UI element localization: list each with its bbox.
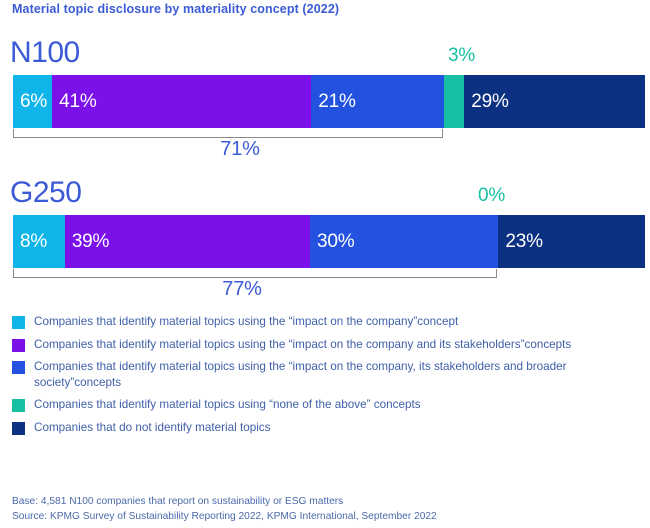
bar-segment-none-of-above[interactable]: 3% bbox=[444, 75, 465, 128]
legend-swatch-icon bbox=[12, 338, 25, 352]
legend-label: Companies that identify material topics … bbox=[34, 315, 459, 328]
stacked-bar-n100: 6% 41% 21% 3% 29% bbox=[13, 75, 645, 128]
bar-segment-label: 41% bbox=[59, 91, 97, 112]
legend-item[interactable]: Companies that identify material topics … bbox=[12, 314, 632, 330]
bar-segment-company-and-stakeholders[interactable]: 39% bbox=[64, 215, 311, 268]
footer: Base: 4,581 N100 companies that report o… bbox=[12, 494, 437, 524]
legend-item[interactable]: Companies that identify material topics … bbox=[12, 359, 632, 390]
bar-segment-company-and-stakeholders[interactable]: 41% bbox=[52, 75, 312, 128]
legend: Companies that identify material topics … bbox=[12, 314, 632, 442]
bracket-g250 bbox=[13, 269, 497, 278]
bracket-value-g250: 77% bbox=[222, 278, 262, 300]
callout-label: 0% bbox=[478, 185, 506, 206]
bracket-value-n100: 71% bbox=[220, 138, 260, 160]
footer-base-line: Base: 4,581 N100 companies that report o… bbox=[12, 496, 344, 507]
legend-swatch-icon bbox=[12, 361, 25, 374]
bar-segment-label: 21% bbox=[318, 91, 356, 112]
group-label-n100: N100 bbox=[10, 36, 80, 69]
stacked-bar-g250: 8% 39% 30% 0% 23% bbox=[13, 215, 645, 268]
bar-segment-company-stakeholders-society[interactable]: 21% bbox=[311, 75, 444, 128]
bar-segment-label: 23% bbox=[505, 231, 543, 252]
legend-swatch-icon bbox=[12, 316, 25, 329]
bar-segment-label: 39% bbox=[71, 231, 110, 252]
callout-label: 3% bbox=[448, 45, 476, 66]
legend-swatch-icon bbox=[12, 399, 25, 412]
bar-segment-company-stakeholders-society[interactable]: 30% bbox=[310, 215, 499, 268]
legend-label: Companies that identify material topics … bbox=[34, 398, 421, 411]
bar-segment-label: 8% bbox=[20, 231, 48, 252]
bracket-n100 bbox=[13, 129, 443, 138]
legend-label: Companies that identify material topics … bbox=[34, 360, 567, 389]
bar-segment-impact-on-company[interactable]: 8% bbox=[13, 215, 65, 268]
page-title: Material topic disclosure by materiality… bbox=[12, 2, 340, 16]
bar-segment-no-material-topics[interactable]: 23% bbox=[498, 215, 645, 268]
bar-segment-impact-on-company[interactable]: 6% bbox=[13, 75, 53, 128]
legend-item[interactable]: Companies that do not identify material … bbox=[12, 420, 632, 436]
legend-label: Companies that do not identify material … bbox=[34, 420, 271, 434]
bar-segment-label: 29% bbox=[471, 91, 509, 112]
callout-g250-none-of-above: 0% bbox=[478, 186, 505, 205]
group-label-g250: G250 bbox=[10, 176, 82, 209]
legend-label: Companies that identify material topics … bbox=[34, 337, 572, 351]
callout-n100-none-of-above: 3% bbox=[448, 46, 475, 65]
bar-segment-label: 30% bbox=[317, 231, 355, 252]
legend-item[interactable]: Companies that identify material topics … bbox=[12, 337, 632, 353]
bar-segment-no-material-topics[interactable]: 29% bbox=[464, 75, 645, 128]
legend-item[interactable]: Companies that identify material topics … bbox=[12, 397, 632, 413]
footer-source-line: Source: KPMG Survey of Sustainability Re… bbox=[12, 511, 437, 522]
bar-segment-label: 6% bbox=[20, 91, 48, 112]
legend-swatch-icon bbox=[12, 421, 25, 435]
